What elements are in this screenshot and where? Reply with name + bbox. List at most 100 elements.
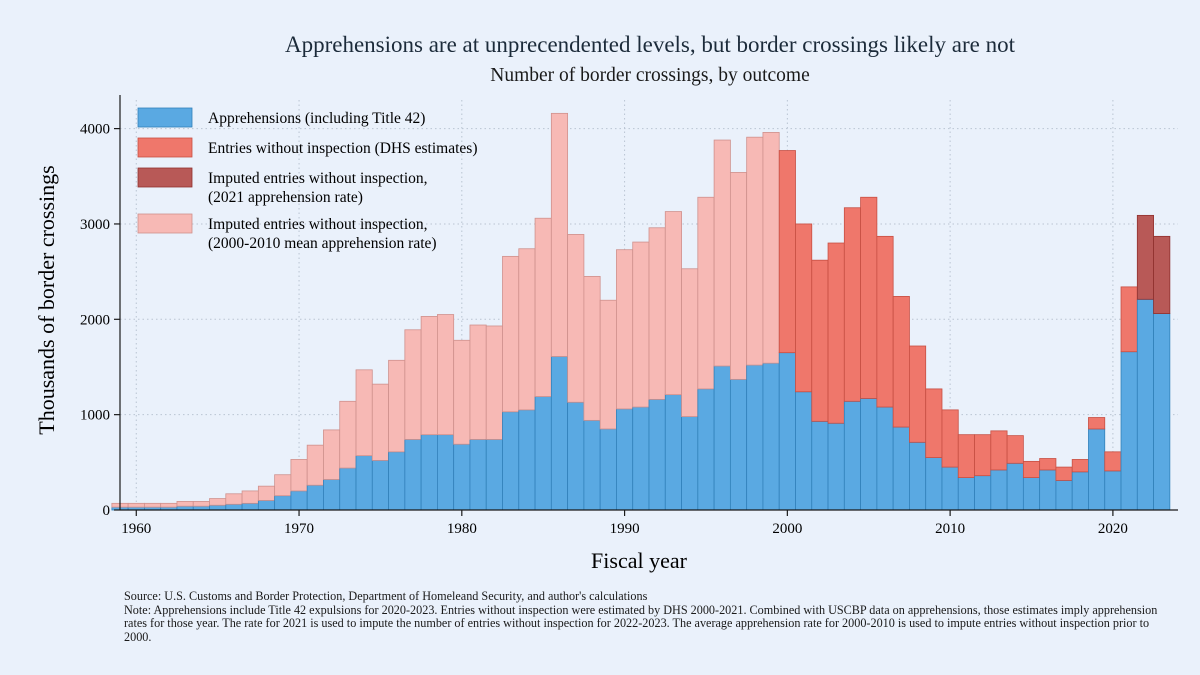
bar bbox=[648, 398, 666, 511]
bar bbox=[1039, 469, 1057, 511]
bar bbox=[1120, 286, 1138, 353]
bar bbox=[502, 411, 520, 511]
bar bbox=[241, 490, 259, 504]
source-note: Source: U.S. Customs and Border Protecti… bbox=[124, 589, 648, 603]
bar bbox=[860, 398, 878, 511]
bar bbox=[257, 485, 276, 501]
bar bbox=[502, 255, 520, 413]
chart-subtitle: Number of border crossings, by outcome bbox=[490, 65, 810, 86]
legend-label-line2: (2021 apprehension rate) bbox=[208, 189, 363, 206]
chart: Apprehensions are at unprecendented leve… bbox=[34, 32, 1178, 573]
bar bbox=[274, 495, 292, 511]
legend-label: Imputed entries without inspection, bbox=[208, 170, 428, 187]
bar bbox=[241, 502, 259, 511]
x-axis-label: Fiscal year bbox=[591, 548, 688, 573]
bar bbox=[795, 391, 813, 511]
bar bbox=[306, 484, 324, 511]
y-tick-label: 2000 bbox=[80, 312, 110, 328]
y-tick-label: 1000 bbox=[80, 408, 110, 424]
bar bbox=[811, 420, 829, 511]
bar bbox=[355, 455, 373, 511]
bar bbox=[827, 242, 845, 424]
bar bbox=[616, 249, 634, 410]
bar bbox=[599, 299, 617, 430]
legend-label: Entries without inspection (DHS estimate… bbox=[208, 140, 478, 157]
x-tick-label: 2000 bbox=[772, 521, 802, 537]
bar bbox=[127, 502, 145, 508]
bar bbox=[1022, 460, 1041, 478]
bar bbox=[469, 439, 487, 511]
method-note: Note: Apprehensions include Title 42 exp… bbox=[124, 602, 1158, 644]
bar bbox=[746, 364, 764, 511]
bar bbox=[339, 467, 357, 511]
bar bbox=[1153, 235, 1171, 314]
x-tick-label: 2010 bbox=[935, 521, 965, 537]
bar bbox=[664, 211, 682, 396]
legend-label-line2: (2000-2010 mean apprehension rate) bbox=[208, 235, 437, 252]
bar bbox=[436, 314, 455, 436]
bar bbox=[1153, 313, 1171, 511]
bar bbox=[746, 136, 764, 366]
bar bbox=[550, 112, 569, 357]
legend: Apprehensions (including Title 42) Entrie… bbox=[137, 107, 478, 252]
bar bbox=[925, 388, 943, 458]
bar bbox=[323, 479, 341, 511]
bar bbox=[778, 352, 796, 511]
bars-group bbox=[111, 112, 1171, 511]
bar bbox=[534, 396, 552, 511]
bar bbox=[1120, 351, 1138, 511]
bar bbox=[1039, 458, 1057, 471]
bar bbox=[762, 132, 780, 364]
bar bbox=[599, 428, 617, 511]
legend-swatch bbox=[137, 167, 193, 188]
y-tick-label: 3000 bbox=[80, 217, 110, 233]
bar bbox=[420, 434, 438, 511]
bar bbox=[160, 502, 178, 508]
bar bbox=[388, 451, 406, 511]
bar bbox=[290, 490, 308, 511]
legend-label: Imputed entries without inspection, bbox=[208, 216, 428, 233]
bar bbox=[648, 227, 666, 400]
bar bbox=[778, 150, 796, 354]
bar bbox=[339, 400, 357, 469]
bar bbox=[729, 378, 748, 511]
bar bbox=[453, 443, 471, 511]
x-tick-label: 1960 bbox=[121, 521, 151, 537]
bar bbox=[1071, 471, 1089, 511]
bar bbox=[990, 430, 1008, 471]
bar bbox=[371, 383, 389, 461]
bar bbox=[290, 459, 308, 492]
bar bbox=[697, 388, 715, 511]
bar bbox=[843, 207, 861, 402]
bar bbox=[729, 172, 748, 380]
bar bbox=[957, 477, 975, 511]
bar bbox=[144, 502, 162, 508]
bar bbox=[1136, 214, 1154, 300]
bar bbox=[1006, 462, 1024, 511]
bar bbox=[941, 466, 959, 511]
bar bbox=[567, 401, 585, 511]
bar bbox=[323, 429, 341, 480]
bar bbox=[664, 394, 682, 511]
bar bbox=[225, 503, 243, 511]
bar bbox=[404, 439, 422, 511]
bar bbox=[420, 316, 438, 436]
bar bbox=[176, 501, 194, 507]
bar bbox=[550, 356, 569, 511]
bar bbox=[713, 365, 731, 511]
y-axis-label: Thousands of border crossings bbox=[34, 165, 59, 434]
bar bbox=[697, 196, 715, 390]
bar bbox=[762, 362, 780, 511]
bar bbox=[990, 469, 1008, 511]
bar bbox=[974, 475, 992, 511]
bar bbox=[974, 434, 992, 477]
bar bbox=[453, 339, 471, 445]
bar bbox=[1136, 298, 1154, 511]
bar bbox=[681, 416, 699, 511]
bar bbox=[843, 400, 861, 511]
bar bbox=[485, 325, 503, 440]
bar bbox=[1071, 459, 1089, 473]
bar bbox=[713, 139, 731, 367]
bar bbox=[941, 409, 959, 468]
bar bbox=[1006, 435, 1024, 464]
